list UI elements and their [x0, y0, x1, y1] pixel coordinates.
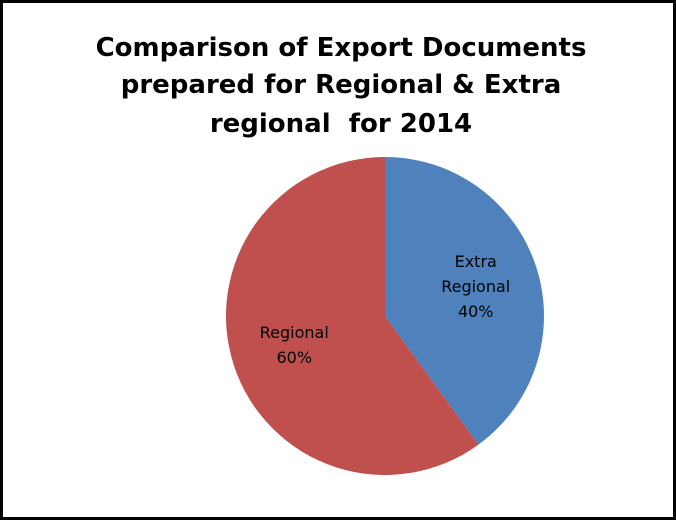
value-label: 40% [457, 302, 494, 322]
category-label: Extra Regional [441, 252, 511, 297]
data-label: Extra Regional 40% [431, 249, 521, 324]
chart-title: Comparison of Export Documents [96, 33, 587, 63]
category-label: Regional [259, 323, 329, 343]
pie-slice [225, 157, 479, 475]
chart-title: prepared for Regional & Extra [121, 70, 562, 100]
chart-title: regional for 2014 [210, 109, 472, 139]
chart: Comparison of Export Documents prepared … [96, 33, 587, 475]
value-label: 60% [276, 348, 313, 368]
data-label: Regional 60% [249, 320, 339, 370]
pie-slice [385, 157, 544, 445]
